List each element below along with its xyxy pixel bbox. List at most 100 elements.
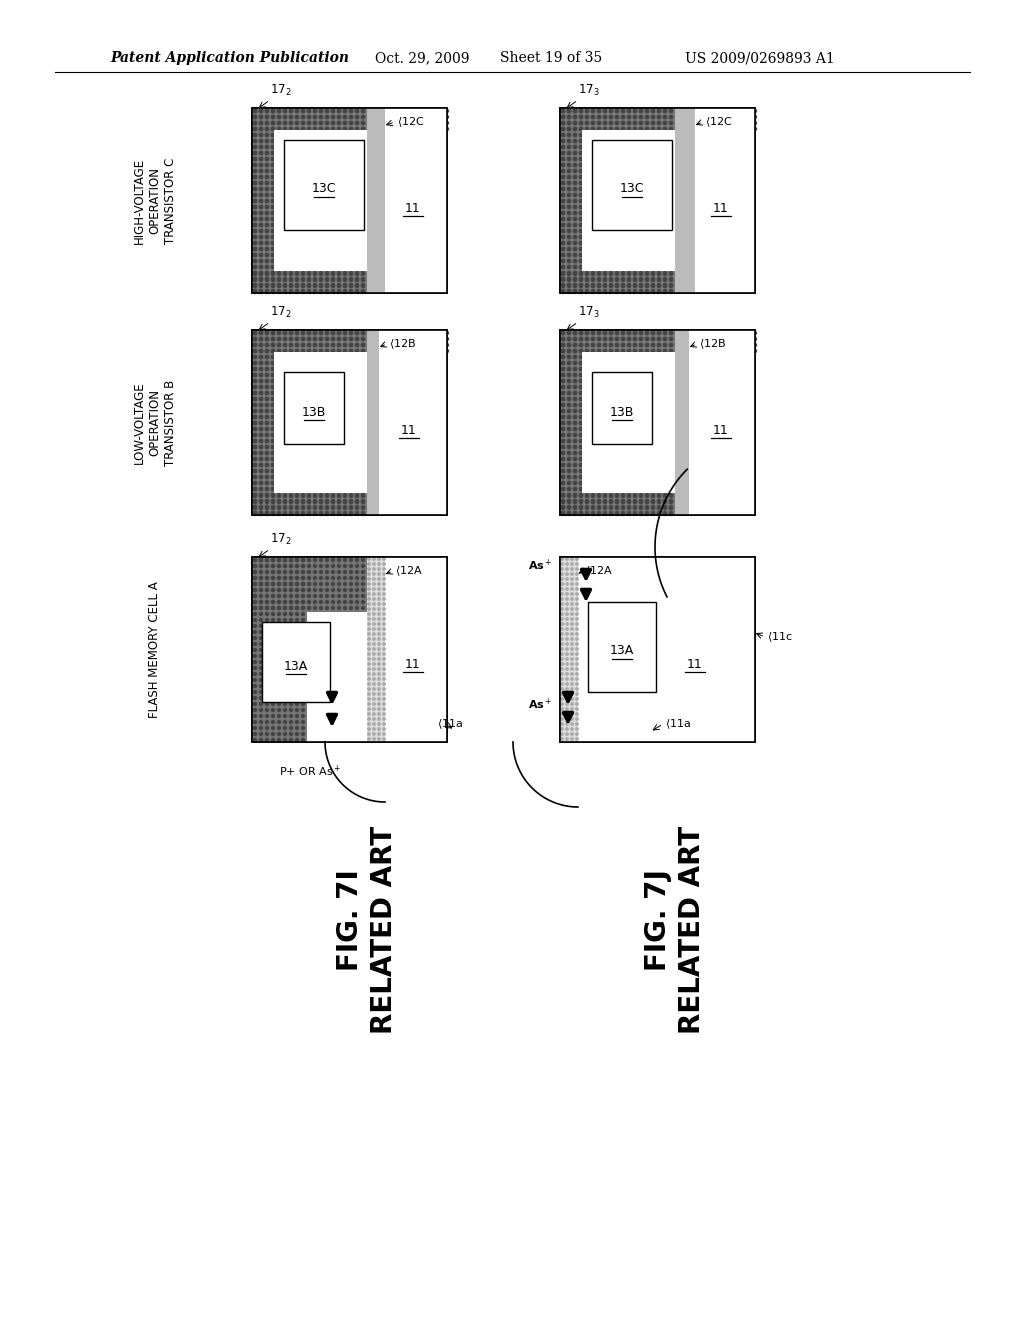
Circle shape: [278, 421, 281, 425]
Circle shape: [645, 511, 648, 515]
Circle shape: [566, 603, 568, 605]
Circle shape: [645, 110, 648, 112]
Circle shape: [651, 451, 654, 454]
Circle shape: [271, 164, 274, 166]
Circle shape: [259, 331, 262, 334]
Circle shape: [265, 482, 268, 484]
Circle shape: [361, 482, 365, 484]
Circle shape: [271, 506, 274, 508]
Circle shape: [427, 110, 430, 112]
Circle shape: [603, 338, 606, 341]
Circle shape: [278, 285, 281, 288]
Circle shape: [361, 506, 365, 508]
Circle shape: [567, 433, 570, 437]
Bar: [252, 557, 367, 612]
Circle shape: [278, 678, 281, 681]
Circle shape: [271, 451, 274, 454]
Circle shape: [307, 235, 310, 239]
Circle shape: [670, 343, 673, 346]
Circle shape: [622, 230, 625, 232]
Circle shape: [271, 121, 274, 124]
Circle shape: [301, 648, 304, 652]
Circle shape: [622, 506, 625, 508]
Circle shape: [634, 499, 637, 503]
Circle shape: [670, 507, 673, 510]
Circle shape: [301, 506, 304, 508]
Circle shape: [640, 260, 642, 263]
Circle shape: [271, 570, 274, 573]
Circle shape: [592, 157, 595, 161]
Circle shape: [634, 458, 637, 461]
Circle shape: [338, 470, 341, 473]
Circle shape: [265, 230, 268, 232]
Circle shape: [319, 350, 323, 352]
Circle shape: [265, 121, 268, 124]
Circle shape: [597, 385, 600, 388]
Circle shape: [664, 507, 667, 510]
Circle shape: [284, 409, 287, 412]
Circle shape: [254, 176, 256, 178]
Circle shape: [634, 343, 637, 346]
Circle shape: [664, 277, 667, 281]
Circle shape: [628, 494, 631, 496]
Circle shape: [259, 385, 262, 388]
Circle shape: [265, 738, 268, 742]
Circle shape: [615, 230, 618, 232]
Circle shape: [575, 682, 579, 685]
Circle shape: [634, 350, 637, 352]
Circle shape: [628, 350, 631, 352]
Circle shape: [307, 601, 310, 603]
Circle shape: [284, 248, 287, 251]
Text: 11: 11: [713, 202, 729, 215]
Circle shape: [561, 451, 564, 454]
Circle shape: [343, 350, 346, 352]
Circle shape: [570, 673, 573, 676]
Circle shape: [567, 446, 570, 449]
Circle shape: [712, 116, 715, 119]
Circle shape: [609, 284, 612, 286]
Circle shape: [284, 116, 287, 119]
Circle shape: [271, 121, 274, 124]
Circle shape: [580, 428, 583, 430]
Circle shape: [307, 211, 310, 214]
Circle shape: [301, 260, 304, 263]
Circle shape: [592, 416, 595, 418]
Circle shape: [296, 482, 299, 484]
Circle shape: [586, 169, 589, 173]
Circle shape: [368, 121, 371, 124]
Circle shape: [422, 338, 425, 341]
Circle shape: [615, 187, 618, 190]
Circle shape: [657, 440, 660, 442]
Circle shape: [319, 128, 323, 131]
Circle shape: [259, 643, 262, 645]
Circle shape: [259, 116, 262, 119]
Circle shape: [355, 458, 358, 461]
Circle shape: [615, 260, 618, 263]
Circle shape: [640, 169, 642, 173]
Circle shape: [561, 463, 564, 466]
Circle shape: [628, 512, 631, 516]
Circle shape: [580, 475, 583, 479]
Circle shape: [296, 463, 299, 466]
Circle shape: [567, 463, 570, 466]
Circle shape: [373, 738, 375, 741]
Circle shape: [586, 121, 589, 124]
Circle shape: [290, 636, 293, 639]
Circle shape: [278, 631, 281, 634]
Circle shape: [410, 121, 413, 124]
Circle shape: [670, 331, 673, 334]
Circle shape: [634, 253, 637, 256]
Circle shape: [567, 350, 570, 352]
Circle shape: [561, 289, 564, 293]
Circle shape: [567, 495, 570, 498]
Circle shape: [301, 409, 304, 412]
Circle shape: [259, 272, 262, 276]
Circle shape: [259, 494, 262, 496]
Circle shape: [271, 253, 274, 256]
Circle shape: [290, 428, 293, 430]
Circle shape: [259, 290, 262, 293]
Circle shape: [603, 284, 606, 286]
Circle shape: [301, 495, 304, 498]
Circle shape: [343, 128, 346, 131]
Circle shape: [338, 164, 341, 166]
